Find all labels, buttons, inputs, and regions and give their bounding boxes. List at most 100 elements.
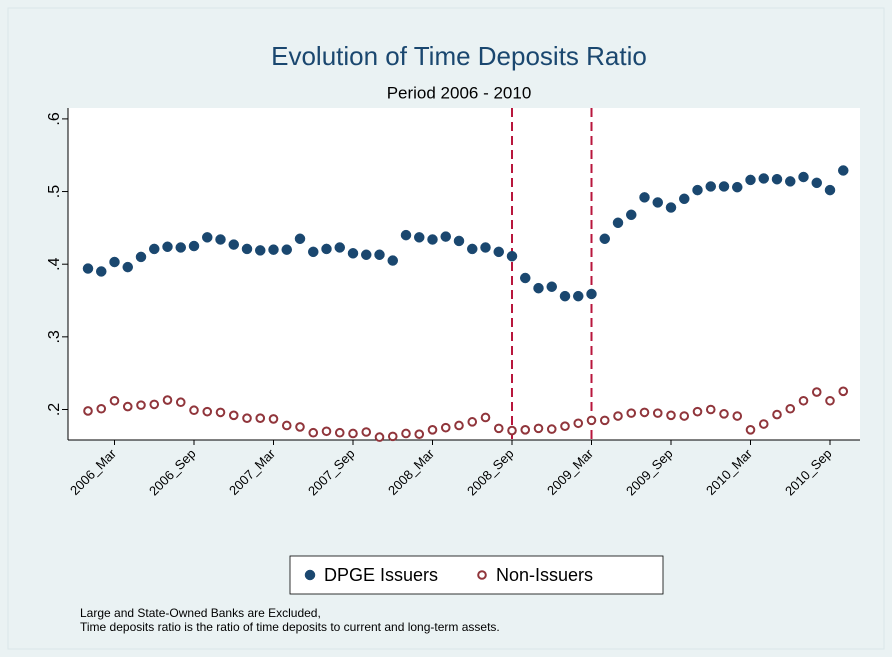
- point: [546, 424, 557, 434]
- point: [414, 232, 425, 243]
- point: [215, 234, 226, 245]
- point: [639, 407, 650, 418]
- point: [493, 246, 504, 258]
- point: [665, 202, 677, 213]
- point: [281, 244, 292, 255]
- legend-label: DPGE Issuers: [324, 565, 438, 585]
- point: [202, 232, 213, 243]
- point: [467, 243, 478, 255]
- point: [295, 422, 305, 432]
- point: [705, 181, 716, 192]
- point: [798, 395, 809, 406]
- point: [811, 387, 822, 397]
- point: [679, 411, 690, 421]
- point: [573, 418, 584, 429]
- point: [533, 282, 544, 294]
- point: [586, 288, 597, 300]
- point: [321, 243, 332, 255]
- point: [652, 408, 663, 418]
- point: [122, 261, 133, 273]
- point: [387, 255, 398, 266]
- legend-label: Non-Issuers: [496, 565, 593, 585]
- point: [546, 281, 557, 292]
- legend-marker: [304, 569, 316, 581]
- point: [480, 412, 491, 423]
- y-tick-label: .2: [46, 403, 63, 416]
- point: [453, 235, 465, 247]
- point: [308, 246, 319, 258]
- point: [599, 233, 610, 245]
- plot-region: [68, 108, 860, 440]
- point: [798, 171, 809, 183]
- point: [745, 174, 756, 186]
- point: [533, 423, 544, 434]
- point: [242, 413, 252, 424]
- point: [573, 290, 584, 302]
- point: [467, 417, 478, 427]
- point: [188, 240, 200, 252]
- point: [162, 241, 173, 253]
- point: [189, 405, 199, 416]
- point: [400, 229, 412, 241]
- point: [255, 413, 266, 424]
- point: [427, 425, 438, 435]
- point: [347, 248, 359, 259]
- point: [666, 410, 676, 421]
- y-tick-label: .6: [46, 112, 63, 125]
- point: [348, 428, 358, 439]
- point: [175, 242, 186, 253]
- point: [825, 395, 835, 406]
- chart-subtitle: Period 2006 - 2010: [387, 83, 532, 102]
- point: [626, 209, 637, 221]
- point: [82, 263, 94, 274]
- point: [560, 421, 570, 431]
- point: [308, 427, 319, 438]
- point: [838, 165, 849, 176]
- point: [732, 181, 743, 193]
- note: Large and State-Owned Banks are Excluded…: [80, 606, 321, 620]
- point: [135, 251, 147, 263]
- point: [785, 403, 796, 414]
- point: [321, 426, 332, 437]
- point: [215, 407, 226, 418]
- point: [109, 395, 120, 406]
- point: [652, 197, 663, 208]
- point: [758, 173, 769, 184]
- point: [334, 242, 345, 253]
- point: [334, 427, 345, 438]
- y-tick-label: .3: [46, 330, 63, 343]
- point: [202, 406, 213, 417]
- point: [268, 414, 279, 424]
- point: [294, 233, 306, 245]
- point: [427, 234, 438, 245]
- point: [162, 395, 173, 405]
- point: [136, 400, 146, 410]
- point: [507, 425, 517, 436]
- point: [692, 184, 703, 196]
- point: [149, 243, 160, 255]
- point: [745, 425, 756, 435]
- point: [520, 272, 531, 284]
- point: [228, 239, 239, 250]
- point: [718, 181, 730, 192]
- point: [626, 408, 637, 418]
- point: [785, 176, 796, 187]
- y-tick-label: .4: [46, 257, 63, 270]
- point: [109, 256, 120, 268]
- note: Time deposits ratio is the ratio of time…: [80, 620, 500, 634]
- point: [255, 245, 266, 256]
- point: [122, 401, 133, 412]
- point: [374, 432, 385, 442]
- point: [824, 184, 836, 196]
- point: [758, 419, 769, 429]
- chart-title: Evolution of Time Deposits Ratio: [271, 41, 647, 71]
- point: [838, 386, 849, 397]
- point: [772, 409, 782, 420]
- point: [520, 425, 531, 435]
- point: [241, 243, 253, 255]
- point: [361, 427, 372, 437]
- point: [387, 431, 398, 442]
- point: [361, 249, 372, 260]
- point: [705, 404, 716, 415]
